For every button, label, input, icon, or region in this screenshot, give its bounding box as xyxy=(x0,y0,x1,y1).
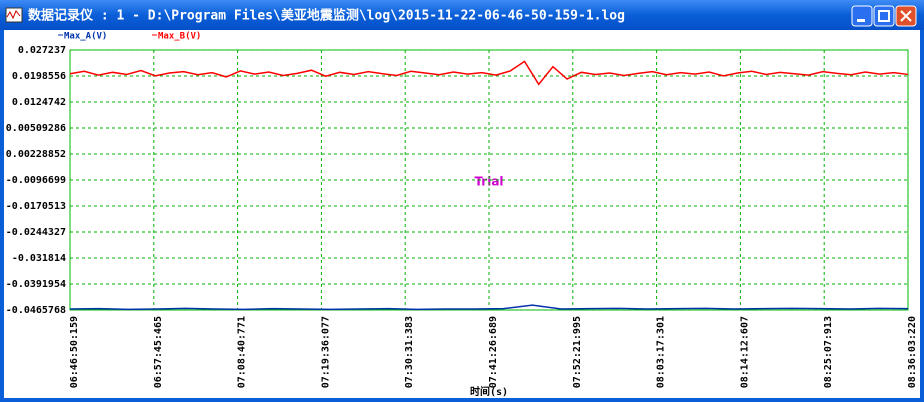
series-line xyxy=(69,304,909,311)
y-tick-label: 0.0124742 xyxy=(12,97,66,108)
x-tick-label: 08:25:07:913 xyxy=(823,316,834,388)
legend-label: Max_A(V) xyxy=(64,32,107,42)
y-tick-label: -0.0244327 xyxy=(6,227,66,238)
x-tick-label: 07:30:31:383 xyxy=(404,316,415,388)
app-icon-wave xyxy=(6,10,21,20)
maximize-button[interactable] xyxy=(873,5,895,27)
y-tick-label: 0.027237 xyxy=(18,45,66,56)
y-tick-label: -0.031814 xyxy=(12,253,66,264)
close-glyph xyxy=(900,10,912,22)
x-tick-label: 06:46:50:159 xyxy=(69,316,80,388)
maximize-glyph xyxy=(878,10,890,22)
x-axis-label: 时间(s) xyxy=(470,385,508,398)
x-tick-label: 07:41:26:689 xyxy=(488,316,499,388)
y-tick-label: 0.00509286 xyxy=(6,123,66,134)
minimize-glyph xyxy=(857,19,865,22)
minimize-button[interactable] xyxy=(851,5,873,27)
title-bar xyxy=(0,0,924,30)
x-tick-label: 08:03:17:301 xyxy=(656,316,667,388)
x-tick-label: 07:08:40:771 xyxy=(237,316,248,388)
x-tick-label: 07:52:21:995 xyxy=(572,316,583,388)
y-tick-label: 0.0198556 xyxy=(12,71,66,82)
y-tick-label: -0.0391954 xyxy=(6,279,66,290)
y-tick-label: -0.0465768 xyxy=(6,305,66,316)
watermark: Trial xyxy=(474,175,503,189)
x-tick-label: 08:36:03:220 xyxy=(907,316,918,388)
y-tick-label: -0.0096699 xyxy=(6,175,66,186)
x-tick-label: 08:14:12:607 xyxy=(739,316,750,388)
legend-label: Max_B(V) xyxy=(158,32,201,42)
x-tick-label: 06:57:45:465 xyxy=(153,316,164,388)
window-title: 数据记录仪 : 1 - D:\Program Files\美亚地震监测\log\… xyxy=(28,8,625,24)
series-line xyxy=(69,60,909,86)
y-tick-label: -0.0170513 xyxy=(6,201,66,212)
x-tick-label: 07:19:36:077 xyxy=(320,316,331,388)
y-tick-label: 0.00228852 xyxy=(6,149,66,160)
